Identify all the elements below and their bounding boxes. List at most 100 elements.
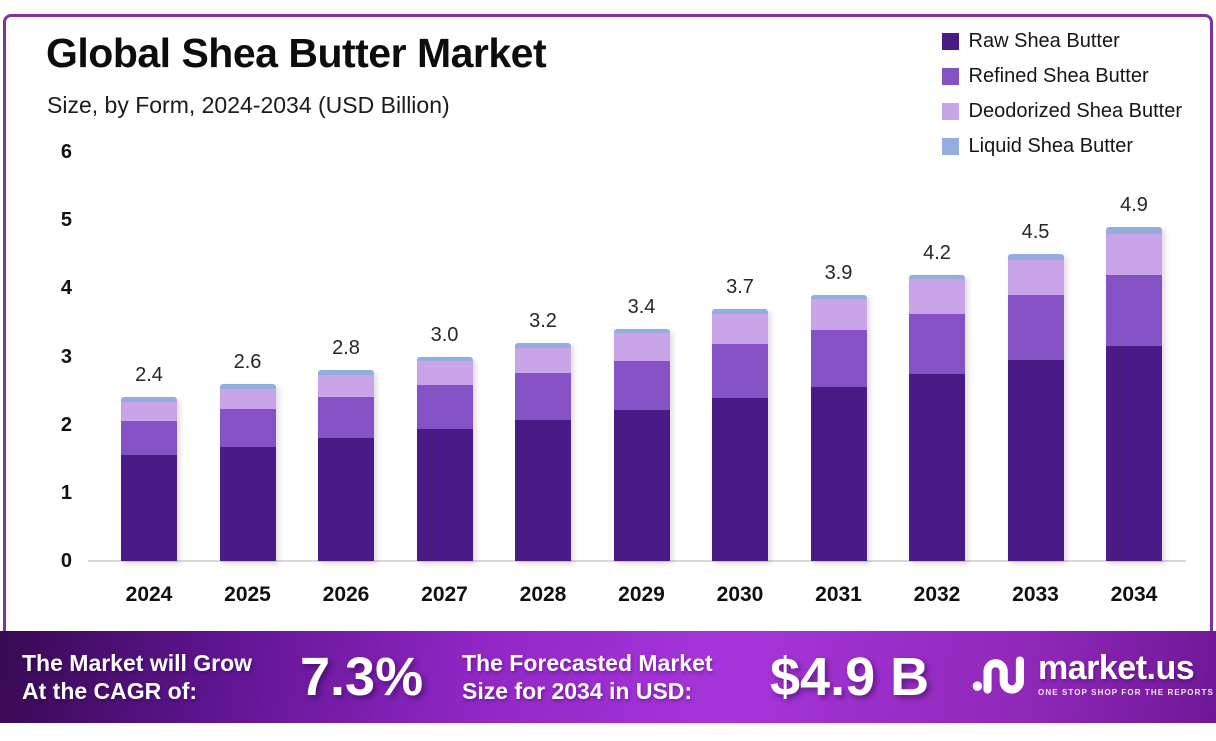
legend-swatch: [941, 68, 959, 85]
legend-swatch: [941, 33, 959, 50]
segment-liquid-shea-butter: [121, 397, 177, 403]
x-tick-label: 2024: [125, 583, 173, 606]
legend-swatch: [941, 138, 959, 155]
x-tick-label: 2031: [815, 583, 862, 606]
bar-2032: [909, 274, 965, 561]
legend-item: Refined Shea Butter: [941, 65, 1182, 88]
segment-liquid-shea-butter: [712, 308, 768, 314]
x-tick-label: 2034: [1110, 583, 1158, 606]
segment-deodorized-shea-butter: [515, 347, 571, 373]
segment-liquid-shea-butter: [1007, 254, 1064, 260]
bar-2031: [810, 295, 867, 561]
segment-raw-shea-butter: [1106, 346, 1162, 561]
forecast-value: $4.9 B: [770, 647, 930, 707]
x-tick-label: 2033: [1012, 583, 1059, 606]
x-tick-label: 2030: [716, 583, 764, 606]
bar-2034: [1106, 226, 1162, 561]
segment-deodorized-shea-butter: [219, 388, 276, 409]
segment-raw-shea-butter: [712, 398, 768, 561]
brand: market.us ONE STOP SHOP FOR THE REPORTS: [972, 646, 1214, 702]
bar-total-label: 4.2: [923, 241, 951, 264]
segment-deodorized-shea-butter: [1106, 233, 1162, 275]
cagr-label: The Market will Grow At the CAGR of:: [22, 649, 252, 705]
segment-deodorized-shea-butter: [416, 361, 473, 386]
segment-raw-shea-butter: [810, 387, 867, 561]
segment-liquid-shea-butter: [1106, 226, 1162, 234]
bar-total-label: 3.4: [627, 296, 656, 319]
segment-refined-shea-butter: [121, 421, 177, 456]
x-axis-line: [88, 560, 1186, 562]
bar-2027: [416, 356, 473, 562]
bar-total-label: 2.8: [332, 337, 360, 360]
bar-total-label: 2.4: [135, 364, 163, 387]
segment-raw-shea-butter: [613, 409, 670, 561]
bar-2024: [121, 397, 177, 561]
bar-total-label: 2.6: [233, 350, 262, 373]
segment-deodorized-shea-butter: [121, 402, 177, 422]
bar-2033: [1007, 254, 1064, 561]
segment-refined-shea-butter: [1106, 274, 1162, 347]
market-us-logo-icon: [972, 656, 1024, 694]
segment-refined-shea-butter: [909, 313, 965, 374]
y-tick-label: 3: [60, 345, 72, 368]
segment-deodorized-shea-butter: [909, 279, 965, 314]
segment-liquid-shea-butter: [909, 274, 965, 280]
forecast-label-line2: Size for 2034 in USD:: [462, 678, 693, 704]
segment-raw-shea-butter: [909, 373, 965, 561]
legend-label: Refined Shea Butter: [968, 65, 1149, 87]
y-tick-label: 4: [60, 277, 72, 300]
bar-2025: [219, 383, 276, 561]
forecast-label-line1: The Forecasted Market: [462, 650, 713, 676]
chart-title: Global Shea Butter Market: [46, 30, 547, 76]
segment-raw-shea-butter: [515, 419, 571, 561]
x-tick-label: 2025: [224, 583, 271, 606]
legend-label: Deodorized Shea Butter: [968, 100, 1182, 122]
segment-refined-shea-butter: [515, 372, 571, 420]
bar-2030: [712, 308, 768, 561]
bar-2028: [515, 342, 571, 561]
bar-total-label: 4.9: [1120, 193, 1148, 216]
segment-raw-shea-butter: [318, 438, 374, 561]
y-tick-label: 6: [60, 141, 72, 163]
brand-text: market.us ONE STOP SHOP FOR THE REPORTS: [1038, 651, 1214, 697]
bar-2029: [613, 329, 670, 561]
segment-refined-shea-butter: [613, 360, 670, 410]
cagr-label-line2: At the CAGR of:: [22, 678, 198, 704]
x-tick-label: 2029: [618, 583, 665, 606]
legend: Raw Shea Butter Refined Shea Butter Deodor…: [941, 30, 1182, 170]
segment-refined-shea-butter: [810, 329, 867, 388]
x-tick-label: 2032: [913, 583, 961, 606]
segment-liquid-shea-butter: [219, 383, 276, 389]
segment-liquid-shea-butter: [515, 342, 571, 348]
segment-liquid-shea-butter: [810, 295, 867, 300]
y-tick-label: 2: [60, 413, 72, 436]
y-tick-label: 1: [60, 481, 72, 504]
x-tick-label: 2028: [519, 583, 567, 606]
segment-refined-shea-butter: [1007, 295, 1064, 360]
segment-refined-shea-butter: [318, 396, 374, 439]
bar-total-label: 4.5: [1021, 221, 1050, 244]
segment-deodorized-shea-butter: [613, 333, 670, 361]
bar-total-label: 3.0: [430, 323, 459, 346]
brand-name: market.us: [1038, 649, 1195, 687]
legend-item: Liquid Shea Butter: [941, 135, 1182, 158]
legend-label: Liquid Shea Butter: [968, 135, 1134, 157]
segment-refined-shea-butter: [219, 408, 276, 448]
segment-liquid-shea-butter: [318, 370, 374, 375]
cagr-label-line1: The Market will Grow: [22, 650, 253, 676]
x-tick-label: 2027: [421, 583, 468, 606]
segment-raw-shea-butter: [1007, 359, 1064, 561]
legend-item: Raw Shea Butter: [941, 30, 1182, 53]
legend-label: Raw Shea Butter: [968, 30, 1120, 52]
bottom-margin: [0, 723, 1216, 741]
segment-refined-shea-butter: [416, 385, 473, 429]
segment-raw-shea-butter: [219, 447, 276, 561]
x-tick-label: 2026: [322, 583, 370, 606]
segment-raw-shea-butter: [121, 455, 177, 561]
segment-liquid-shea-butter: [416, 356, 473, 362]
y-tick-label: 5: [60, 209, 72, 232]
segment-deodorized-shea-butter: [318, 374, 374, 397]
chart-subtitle: Size, by Form, 2024-2034 (USD Billion): [47, 92, 450, 118]
segment-deodorized-shea-butter: [1007, 259, 1064, 296]
